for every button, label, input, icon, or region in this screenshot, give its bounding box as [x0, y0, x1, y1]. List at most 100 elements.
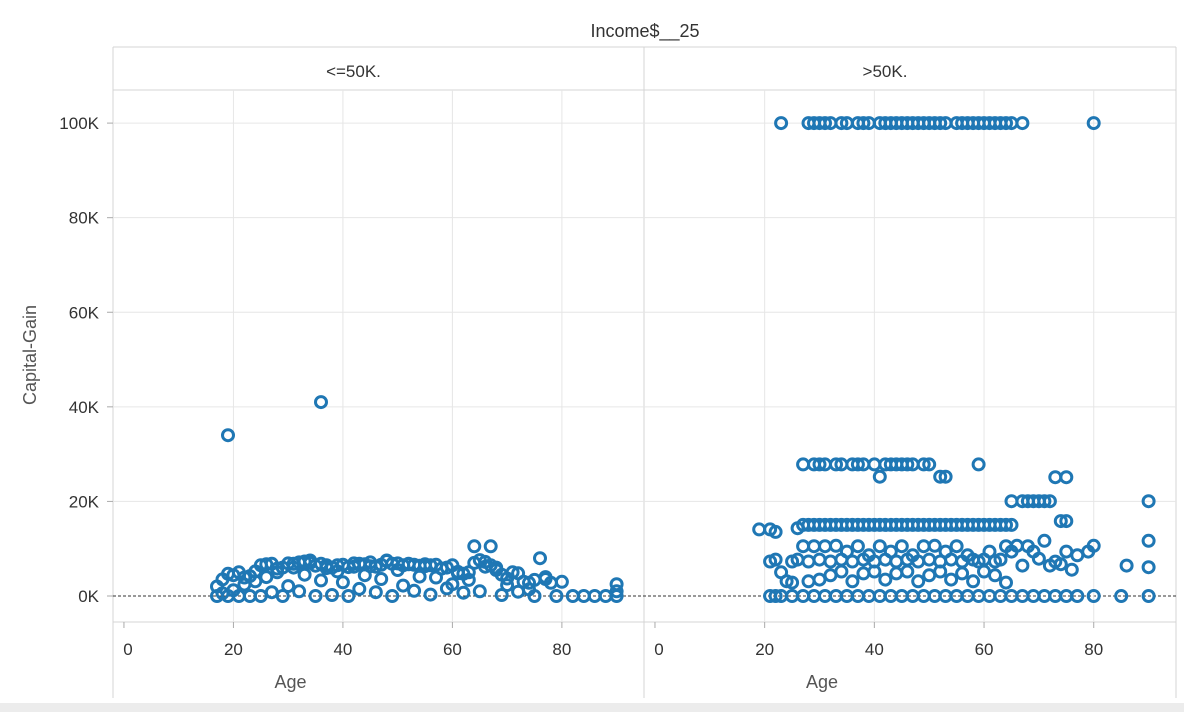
data-point	[834, 116, 849, 131]
data-point	[1141, 560, 1156, 575]
data-point	[1059, 514, 1074, 529]
data-point	[527, 589, 542, 603]
x-tick-label: 0	[654, 640, 663, 659]
data-point	[856, 116, 871, 131]
data-point	[511, 566, 526, 581]
data-point	[1042, 494, 1057, 509]
data-point	[988, 568, 1002, 583]
y-tick-label: 60K	[69, 303, 100, 322]
data-point	[982, 544, 997, 559]
x-tick-label: 60	[975, 640, 994, 659]
data-point	[839, 544, 854, 559]
data-point	[938, 469, 953, 484]
points-layer	[210, 116, 1156, 603]
x-axis-ticks: 0 20 40 60 80 Age 0 20 40 60 80 Age	[123, 622, 1103, 692]
data-point	[850, 539, 865, 554]
x-tick-label: 40	[333, 640, 352, 659]
y-tick-label: 20K	[69, 492, 100, 511]
data-point	[1141, 589, 1156, 603]
data-point	[999, 517, 1013, 532]
data-point	[1015, 116, 1030, 131]
data-point	[1037, 533, 1052, 548]
data-point	[916, 457, 931, 472]
data-point	[927, 538, 942, 553]
data-point	[850, 457, 865, 472]
data-point	[768, 589, 783, 603]
data-point	[944, 572, 959, 587]
data-point	[768, 552, 783, 567]
y-axis-title: Capital-Gain	[20, 305, 40, 405]
data-point	[275, 589, 290, 603]
data-point	[1086, 589, 1101, 603]
data-point	[993, 552, 1008, 567]
data-point	[1086, 116, 1101, 131]
x-tick-label: 0	[123, 640, 132, 659]
data-point	[818, 116, 832, 131]
x-tick-label: 60	[443, 640, 462, 659]
data-point	[335, 575, 350, 590]
data-point	[829, 538, 843, 553]
data-point	[221, 428, 235, 443]
data-point	[812, 457, 827, 472]
data-point	[966, 574, 981, 589]
data-point	[911, 574, 926, 589]
data-point	[533, 551, 547, 566]
data-point	[933, 116, 948, 131]
data-point	[483, 539, 498, 554]
frame-layer	[112, 46, 1177, 698]
data-point	[872, 539, 887, 554]
data-point	[1114, 589, 1129, 603]
grid-layer	[113, 90, 1176, 622]
x-axis-title: Age	[806, 672, 838, 692]
data-point	[1059, 470, 1074, 485]
data-point	[834, 564, 849, 579]
data-point	[314, 573, 328, 588]
facet-headers: <=50K. >50K.	[326, 62, 907, 81]
data-point	[872, 469, 887, 484]
data-point	[1141, 533, 1156, 548]
x-tick-label: 80	[1084, 640, 1103, 659]
y-tick-label: 0K	[78, 587, 99, 606]
data-point	[281, 579, 296, 594]
facet-header-label: <=50K.	[326, 62, 381, 81]
data-point	[1070, 589, 1085, 603]
data-point	[609, 584, 624, 599]
y-axis-ticks: 0K 20K 40K 60K 80K 100K	[59, 114, 113, 606]
data-point	[1053, 514, 1068, 529]
data-point	[554, 574, 569, 589]
chart-title: Income$__25	[590, 21, 699, 42]
data-point	[1037, 494, 1052, 509]
data-point	[768, 524, 783, 539]
data-point	[999, 575, 1013, 590]
data-point	[423, 587, 438, 602]
data-point	[999, 116, 1013, 131]
data-point	[878, 572, 893, 587]
data-point	[1004, 517, 1019, 532]
data-point	[829, 457, 843, 472]
data-point	[538, 570, 553, 585]
data-point	[883, 544, 898, 559]
data-point	[368, 585, 383, 600]
data-point	[325, 588, 339, 602]
data-point	[1064, 562, 1079, 577]
x-axis-title: Age	[274, 672, 306, 692]
data-point	[933, 469, 948, 484]
x-tick-label: 20	[224, 640, 243, 659]
data-point	[549, 589, 564, 603]
facet-header-label: >50K.	[863, 62, 908, 81]
data-point	[374, 572, 389, 586]
data-point	[1053, 557, 1068, 572]
data-point	[955, 566, 970, 581]
x-tick-label: 40	[865, 640, 884, 659]
data-point	[1015, 558, 1030, 573]
data-point	[933, 564, 948, 579]
data-point	[845, 574, 860, 589]
data-point	[396, 578, 411, 593]
data-point	[949, 539, 964, 554]
data-point	[407, 583, 422, 598]
data-point	[774, 116, 789, 131]
data-point	[785, 575, 800, 590]
data-point	[1086, 538, 1101, 553]
